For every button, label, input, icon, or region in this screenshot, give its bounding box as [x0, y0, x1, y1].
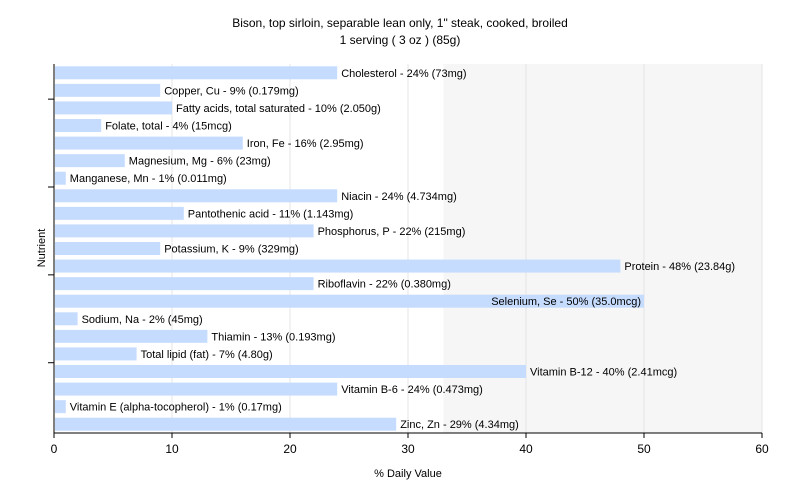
bar: [55, 136, 243, 150]
x-tick-label: 10: [165, 442, 179, 456]
bar: [55, 365, 526, 378]
bar: [55, 154, 125, 168]
bar: [55, 119, 102, 132]
bar: [55, 277, 314, 291]
bar: [55, 312, 78, 326]
bar: [55, 189, 338, 203]
x-tick-label: 50: [637, 442, 651, 456]
bar-label: Magnesium, Mg - 6% (23mg): [129, 156, 271, 168]
bar: [55, 382, 338, 396]
bar-label: Riboflavin - 22% (0.380mg): [318, 279, 451, 291]
bar-label: Vitamin E (alpha-tocopherol) - 1% (0.17m…: [70, 402, 282, 414]
bar-label: Folate, total - 4% (15mcg): [105, 121, 232, 133]
x-tick-label: 30: [401, 442, 415, 456]
bars: [55, 66, 644, 431]
bar-label: Copper, Cu - 9% (0.179mg): [164, 85, 299, 97]
bar-label: Iron, Fe - 16% (2.95mg): [247, 138, 364, 150]
bar-label: Pantothenic acid - 11% (1.143mg): [188, 208, 353, 220]
y-axis-title: Nutrient: [36, 229, 48, 268]
x-tick-label: 20: [283, 442, 297, 456]
bar-label: Protein - 48% (23.84g): [624, 261, 735, 273]
bar-label: Cholesterol - 24% (73mg): [341, 68, 466, 80]
x-tick-label: 40: [519, 442, 533, 456]
bar-label: Sodium, Na - 2% (45mg): [82, 314, 203, 326]
bar-label: Manganese, Mn - 1% (0.011mg): [70, 173, 227, 185]
bar-label: Zinc, Zn - 29% (4.34mg): [400, 419, 519, 431]
bar-label: Fatty acids, total saturated - 10% (2.05…: [176, 103, 381, 115]
bar: [55, 224, 314, 238]
x-tick-label: 60: [755, 442, 769, 456]
bar-label: Selenium, Se - 50% (35.0mcg): [491, 296, 641, 308]
bar-label: Potassium, K - 9% (329mg): [164, 244, 299, 256]
bar-label: Vitamin B-6 - 24% (0.473mg): [341, 384, 483, 396]
bar: [55, 329, 208, 343]
bar-labels: Cholesterol - 24% (73mg) Copper, Cu - 9% …: [70, 68, 735, 431]
chart-title: Bison, top sirloin, separable lean only,…: [232, 16, 568, 30]
x-ticks: 0 10 20 30 40 50 60: [51, 433, 769, 456]
bar-label: Phosphorus, P - 22% (215mg): [318, 226, 466, 238]
bar: [55, 206, 184, 220]
bar: [55, 101, 172, 115]
bar-label: Niacin - 24% (4.734mg): [341, 191, 457, 203]
bar-label: Thiamin - 13% (0.193mg): [211, 331, 335, 343]
bar: [55, 66, 338, 80]
bar: [55, 417, 397, 431]
bar: [55, 171, 66, 185]
bar: [55, 347, 137, 361]
bar-label: Total lipid (fat) - 7% (4.80g): [141, 349, 273, 361]
bar: [55, 83, 161, 97]
bar: [55, 242, 161, 255]
bar: [55, 400, 66, 414]
bar-label: Vitamin B-12 - 40% (2.41mcg): [530, 367, 677, 379]
bar: [55, 259, 621, 273]
chart-subtitle: 1 serving ( 3 oz ) (85g): [340, 33, 461, 47]
x-tick-label: 0: [51, 442, 58, 456]
x-axis-title: % Daily Value: [374, 468, 442, 480]
bar: [55, 294, 644, 308]
